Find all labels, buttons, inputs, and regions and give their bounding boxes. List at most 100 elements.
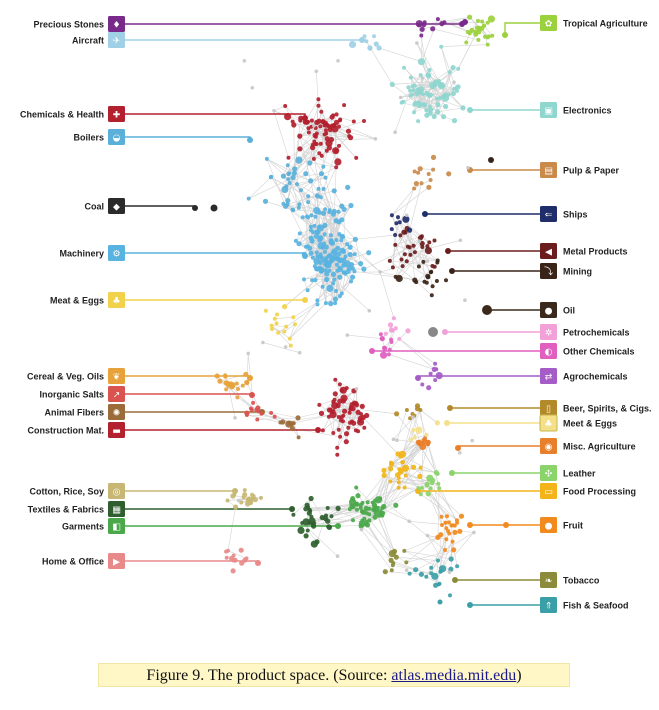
product-node bbox=[427, 68, 432, 72]
product-node bbox=[446, 529, 451, 533]
product-node bbox=[428, 178, 433, 182]
product-node bbox=[465, 30, 470, 34]
product-node bbox=[425, 72, 431, 78]
product-node bbox=[314, 193, 320, 199]
product-node bbox=[325, 506, 330, 510]
product-node bbox=[354, 485, 359, 490]
network-edge bbox=[289, 182, 309, 218]
product-node bbox=[322, 123, 327, 128]
product-node bbox=[431, 572, 439, 580]
product-node bbox=[320, 257, 325, 262]
anchor-node-meat_l bbox=[302, 297, 308, 303]
network-edge bbox=[394, 90, 411, 133]
product-node bbox=[362, 516, 367, 521]
product-node bbox=[326, 261, 331, 266]
figure-caption-box: Figure 9. The product space. (Source: at… bbox=[98, 663, 570, 687]
product-node bbox=[424, 280, 429, 285]
network-edge bbox=[380, 271, 427, 284]
product-node bbox=[305, 528, 310, 533]
product-node bbox=[324, 276, 330, 283]
product-node bbox=[452, 523, 457, 528]
network-edge bbox=[297, 409, 330, 419]
product-node bbox=[416, 23, 421, 28]
network-edge bbox=[414, 240, 461, 253]
network-edge bbox=[288, 414, 334, 425]
product-node bbox=[424, 483, 429, 488]
product-node bbox=[357, 415, 364, 421]
product-node bbox=[314, 142, 319, 146]
product-node bbox=[404, 408, 409, 412]
product-node bbox=[235, 395, 240, 400]
product-node bbox=[362, 119, 366, 123]
ship-icon bbox=[540, 206, 557, 222]
product-node bbox=[367, 518, 372, 523]
product-node bbox=[412, 169, 417, 174]
product-node bbox=[381, 472, 387, 478]
network-edge bbox=[315, 111, 322, 145]
category-label-boilers: Boilers bbox=[73, 132, 104, 142]
product-node bbox=[320, 428, 325, 433]
product-node bbox=[224, 555, 229, 560]
product-node bbox=[440, 523, 444, 527]
product-node bbox=[418, 465, 423, 470]
cotton-icon bbox=[108, 483, 125, 499]
network-edge bbox=[452, 541, 458, 567]
product-node bbox=[404, 213, 409, 218]
product-node bbox=[335, 505, 341, 511]
product-node bbox=[472, 530, 476, 535]
product-node bbox=[412, 101, 418, 107]
product-node bbox=[414, 406, 421, 412]
product-node bbox=[318, 124, 323, 129]
network-edge bbox=[316, 167, 337, 211]
airplane-icon bbox=[108, 32, 125, 48]
network-edge bbox=[427, 443, 438, 475]
product-node bbox=[320, 267, 325, 272]
product-node bbox=[335, 445, 340, 450]
anchor-node-boilers bbox=[247, 137, 253, 143]
product-node bbox=[447, 570, 452, 574]
product-node bbox=[457, 528, 463, 534]
category-label-garments: Garments bbox=[62, 521, 104, 531]
product-node bbox=[224, 387, 229, 392]
gem-icon bbox=[108, 16, 125, 32]
product-node bbox=[329, 411, 337, 419]
product-node bbox=[240, 383, 245, 388]
product-node bbox=[313, 257, 321, 265]
product-node bbox=[378, 270, 382, 274]
network-edge bbox=[354, 271, 396, 278]
product-node bbox=[424, 247, 432, 255]
product-node bbox=[214, 373, 220, 379]
product-node bbox=[272, 316, 277, 321]
fish-icon-glyph: ⇑ bbox=[545, 602, 553, 612]
product-node bbox=[328, 136, 335, 143]
product-node bbox=[399, 100, 404, 105]
network-edge bbox=[296, 160, 300, 185]
product-node bbox=[448, 593, 452, 598]
product-node bbox=[407, 571, 412, 576]
network-edge bbox=[284, 279, 316, 307]
boiler-icon-glyph: ◒ bbox=[113, 134, 121, 144]
network-edge bbox=[381, 472, 401, 509]
mining-icon-glyph: ⤵ bbox=[544, 267, 553, 278]
product-node bbox=[373, 41, 379, 47]
product-node bbox=[367, 308, 372, 313]
product-node bbox=[389, 568, 394, 573]
product-node bbox=[314, 69, 319, 74]
product-node bbox=[275, 312, 279, 317]
network-edge bbox=[257, 417, 298, 420]
product-node bbox=[335, 402, 341, 409]
anchor-node-miscagri bbox=[455, 445, 461, 451]
product-node bbox=[430, 481, 434, 486]
product-node bbox=[443, 520, 448, 525]
category-label-tobacco: Tobacco bbox=[563, 575, 600, 585]
network-edge bbox=[298, 159, 337, 168]
network-edge bbox=[285, 105, 301, 121]
product-node bbox=[393, 326, 398, 331]
product-node bbox=[297, 350, 302, 355]
product-node bbox=[409, 437, 414, 442]
product-node bbox=[460, 105, 466, 111]
product-node bbox=[309, 118, 314, 123]
coal-icon bbox=[108, 198, 125, 214]
product-node bbox=[244, 413, 249, 417]
source-link[interactable]: atlas.media.mit.edu bbox=[391, 667, 517, 684]
